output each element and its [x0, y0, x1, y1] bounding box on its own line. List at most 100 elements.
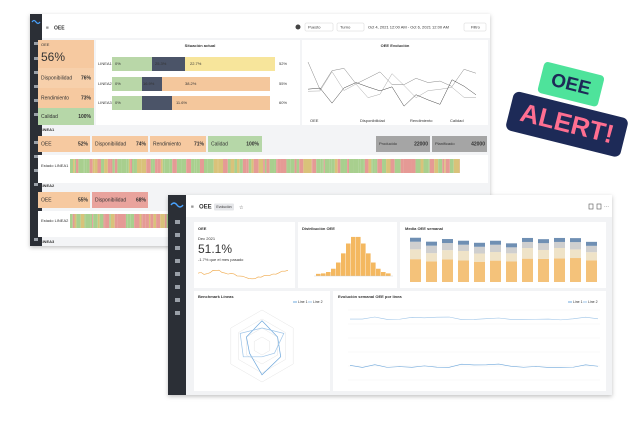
save-icon[interactable] — [596, 203, 602, 210]
radar-chart — [230, 309, 294, 383]
timeline-segment — [227, 159, 231, 173]
timeline-segment — [312, 159, 317, 173]
timeline-segment — [86, 159, 90, 173]
row-label: LINEA1 — [98, 61, 113, 66]
bar-segment — [522, 241, 533, 249]
timeline-segment — [264, 159, 267, 173]
bar-segment — [554, 237, 565, 242]
date-range[interactable]: Oct 4, 2021 12:00 AM - Oct 6, 2021 12:00… — [368, 25, 449, 30]
timeline-segment — [114, 159, 118, 173]
bar-segment — [490, 260, 501, 282]
bar-segment — [586, 245, 597, 253]
timeline-segment — [76, 159, 79, 173]
timeline-segment — [191, 159, 195, 173]
timeline-segment — [199, 159, 205, 173]
bar-segment — [185, 57, 275, 71]
timeline-segment — [423, 159, 429, 173]
timeline-segment — [204, 159, 208, 173]
kpi-value: 51.1% — [198, 242, 232, 256]
bar-segment — [538, 239, 549, 244]
edit-icon[interactable] — [588, 203, 594, 210]
timeline-segment — [154, 159, 156, 173]
timeline-segment — [97, 159, 102, 173]
section-title[interactable]: LINEA3 — [40, 239, 55, 244]
line — [246, 320, 282, 376]
timeline — [70, 214, 168, 228]
card-title: Evolución semanal OEE por línea — [338, 294, 402, 299]
timeline-segment — [237, 159, 240, 173]
timeline-segment — [303, 159, 309, 173]
kpi-label: OEE — [41, 141, 52, 147]
timeline-segment — [334, 159, 338, 173]
kpi-value: 56% — [41, 50, 65, 64]
bar-segment — [506, 247, 517, 254]
kpi-label: OEE — [41, 42, 50, 47]
bar-segment — [426, 253, 437, 262]
timeline-segment — [74, 159, 77, 173]
timeline-segment — [276, 159, 278, 173]
kpi-value: 68% — [136, 197, 147, 203]
timeline-segment — [207, 159, 209, 173]
bar-segment — [458, 260, 469, 282]
section-title[interactable]: LINEA1 — [40, 127, 55, 132]
timeline-segment — [133, 159, 137, 173]
filter-button[interactable] — [463, 22, 487, 32]
bar-segment — [554, 247, 565, 259]
histogram-bar — [321, 273, 326, 276]
timeline-segment — [117, 159, 122, 173]
timeline-segment — [136, 159, 142, 173]
timeline-segment — [72, 214, 75, 228]
menu-icon[interactable]: ≡ — [191, 204, 194, 210]
card — [302, 40, 488, 125]
timeline-segment — [92, 214, 94, 228]
timeline-segment — [130, 214, 135, 228]
logo — [170, 202, 184, 208]
timeline-segment — [90, 214, 93, 228]
bar-segment — [490, 244, 501, 253]
timeline-segment — [428, 159, 430, 173]
histogram-bar — [366, 253, 371, 276]
timeline-segment — [84, 159, 87, 173]
timeline-segment — [277, 159, 281, 173]
favorite-icon[interactable]: ☆ — [239, 205, 244, 211]
timeline-segment — [136, 214, 140, 228]
timeline-segment — [311, 159, 313, 173]
settings-icon[interactable] — [295, 24, 301, 30]
bar-segment — [426, 261, 437, 282]
menu-icon[interactable]: ≡ — [46, 25, 49, 31]
bar-segment — [506, 253, 517, 262]
line — [349, 316, 599, 321]
timeline-segment — [70, 214, 73, 228]
histogram-bar — [351, 236, 356, 276]
kpi-label: Disponibilidad — [95, 197, 126, 203]
header-bar — [42, 14, 490, 38]
timeline-segment — [104, 214, 106, 228]
timeline-segment — [299, 159, 304, 173]
line — [239, 327, 285, 358]
timeline-segment — [121, 159, 127, 173]
bar-segment — [442, 243, 453, 251]
timeline-segment — [196, 159, 200, 173]
row-label: LINEA2 — [98, 81, 113, 86]
timeline-segment — [109, 214, 111, 228]
bar-segment — [522, 248, 533, 259]
more-icon[interactable]: ⋯ — [604, 204, 609, 210]
bar-segment — [172, 96, 270, 110]
bar-segment — [554, 241, 565, 248]
kpi-card — [38, 88, 94, 108]
kpi-label: OEE — [41, 197, 52, 203]
section-title[interactable]: LINEA2 — [40, 183, 55, 188]
stat-card — [432, 136, 487, 152]
bar-segment — [586, 260, 597, 282]
timeline-segment — [294, 159, 297, 173]
back-window: ≡ OEE Puesto Turno Oct 4, 2021 12:00 AM … — [30, 14, 490, 246]
bar-segment — [458, 250, 469, 261]
legend-item: OEE — [310, 118, 319, 123]
timeline-segment — [337, 159, 341, 173]
timeline-segment — [134, 214, 137, 228]
timeline-segment — [363, 159, 365, 173]
turno-select[interactable] — [336, 22, 365, 32]
card-title: OEE — [198, 226, 207, 231]
puesto-select[interactable] — [304, 22, 334, 32]
kpi-label: Rendimiento — [153, 141, 181, 147]
